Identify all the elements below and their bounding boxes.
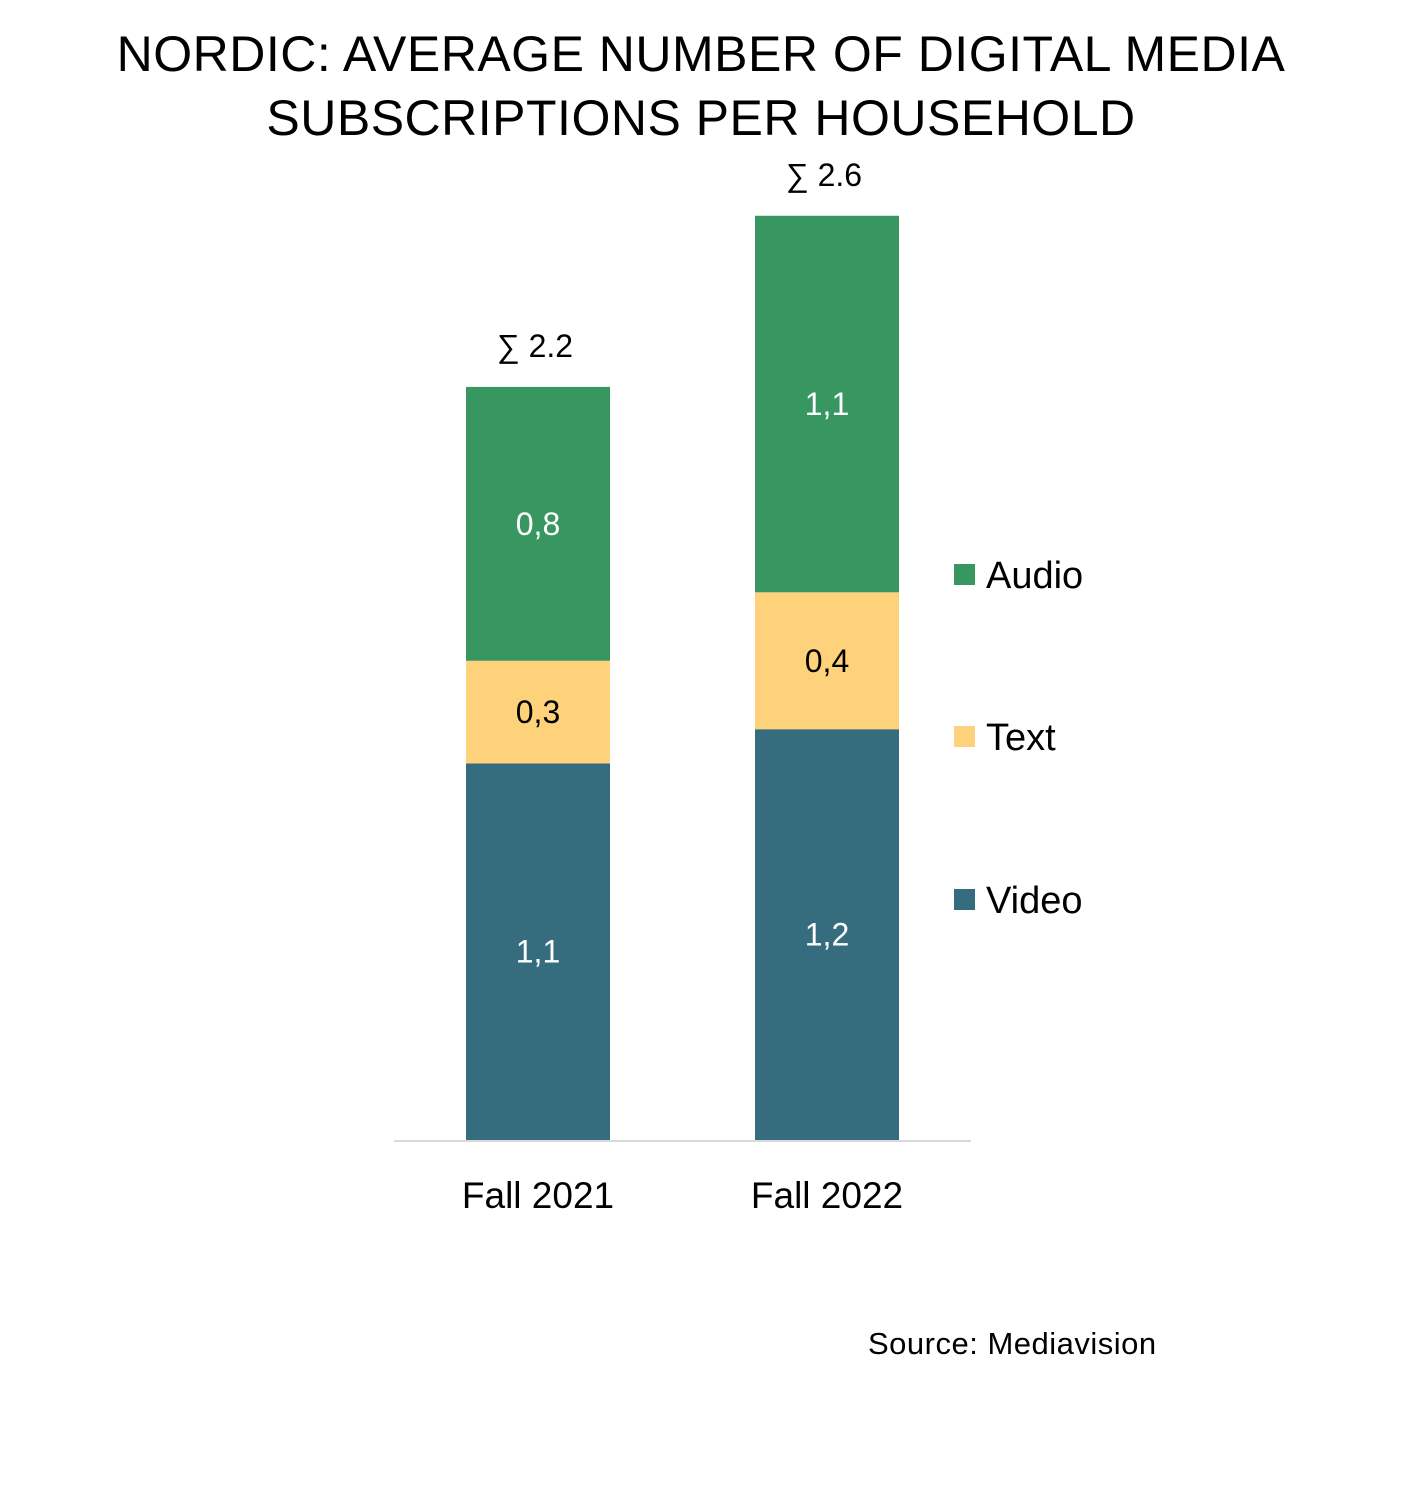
data-label-video-1: 1,1 [516, 934, 560, 970]
chart-title: NORDIC: AVERAGE NUMBER OF DIGITAL MEDIA … [0, 22, 1402, 150]
category-label-1: Fall 2021 [462, 1175, 614, 1216]
data-label-video-2: 1,2 [805, 917, 849, 953]
bar-segment-video-1 [466, 763, 610, 1140]
legend-label-text: Text [986, 717, 1056, 759]
data-label-audio-2: 1,1 [805, 386, 849, 422]
data-label-text-1: 0,3 [516, 694, 560, 730]
bar-segment-audio-2 [755, 215, 899, 593]
total-label-2: ∑ 2.6 [786, 157, 862, 193]
legend-swatch-audio [954, 564, 975, 585]
data-label-audio-1: 0,8 [516, 506, 560, 542]
chart-title-line-2: SUBSCRIPTIONS PER HOUSEHOLD [266, 90, 1136, 146]
category-label-2: Fall 2022 [751, 1175, 903, 1216]
legend-swatch-text [954, 726, 975, 747]
bar-segment-text-2 [755, 592, 899, 730]
chart-title-line-1: NORDIC: AVERAGE NUMBER OF DIGITAL MEDIA [116, 26, 1286, 82]
legend-label-audio: Audio [986, 555, 1083, 597]
bar-segment-audio-1 [466, 386, 610, 661]
total-label-1: ∑ 2.2 [497, 328, 573, 364]
bar-segment-text-1 [466, 660, 610, 764]
legend-label-video: Video [986, 880, 1083, 922]
bar-segment-video-2 [755, 729, 899, 1140]
data-label-text-2: 0,4 [805, 643, 849, 679]
legend-swatch-video [954, 889, 975, 910]
source-note: Source: Mediavision [868, 1326, 1157, 1361]
